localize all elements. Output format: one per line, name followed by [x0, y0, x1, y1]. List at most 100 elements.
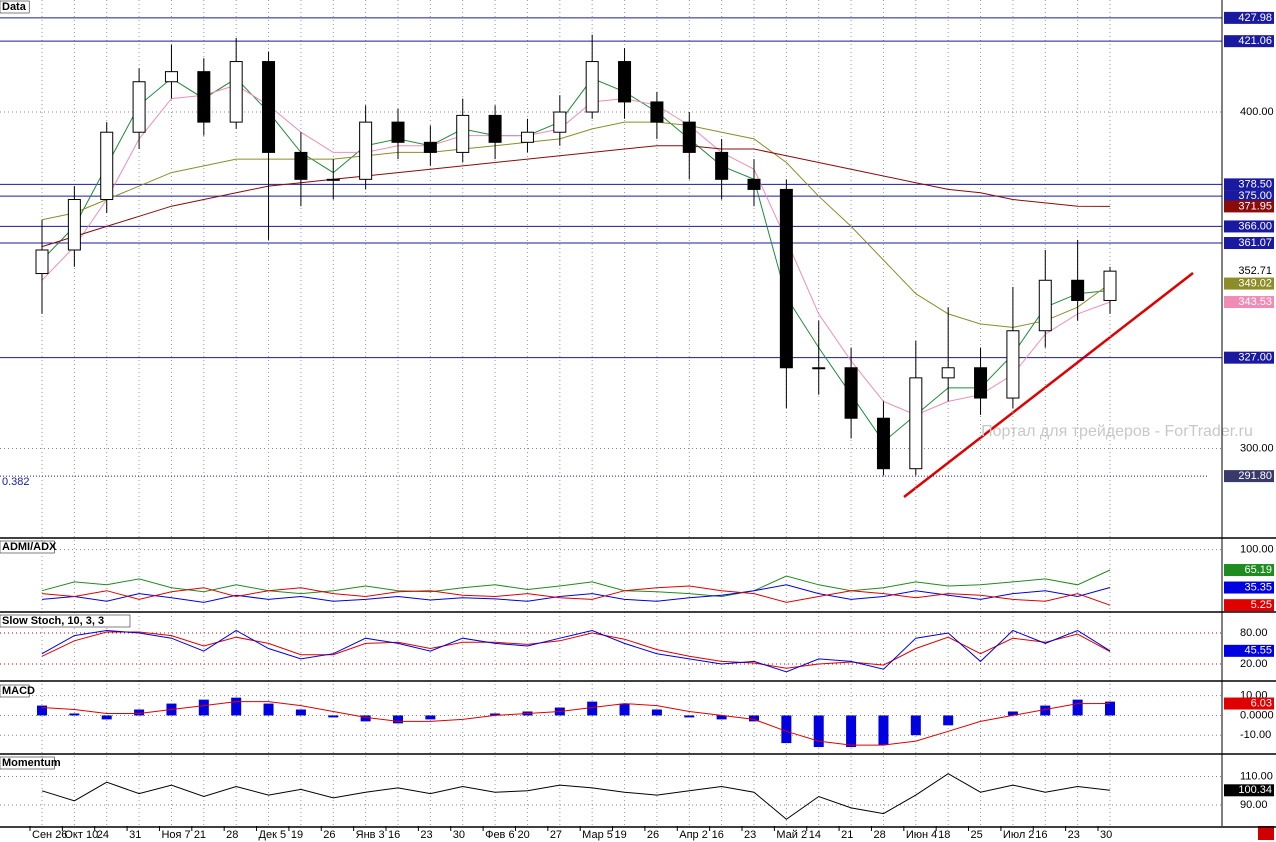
value-tag-box: [1224, 581, 1274, 594]
value-tag: 65.19: [1244, 564, 1272, 576]
value-tag-box: [1224, 265, 1274, 278]
x-tick-label: 23: [744, 829, 756, 841]
x-tick-label: 19: [615, 829, 627, 841]
histogram-bar: [943, 715, 954, 726]
x-tick-label: Май 2: [776, 829, 807, 841]
value-tag: 343.53: [1238, 296, 1272, 308]
histogram-bar: [781, 715, 792, 744]
histogram-bar: [69, 713, 80, 716]
candle-body: [67, 199, 81, 251]
candle-body: [1103, 270, 1117, 301]
y-tick-label: 400.00: [1240, 106, 1274, 118]
value-tag: 100.34: [1238, 784, 1272, 796]
panel-title: Momentum: [2, 757, 61, 769]
indicator-line: [41, 701, 1111, 746]
x-tick-label: Апр 2: [679, 829, 708, 841]
histogram-bar: [878, 715, 889, 746]
value-tag-box: [1224, 470, 1274, 483]
value-tag-box: [1224, 697, 1274, 710]
candle-body: [1038, 279, 1052, 332]
panel-title: Slow Stoch, 10, 3, 3: [2, 615, 104, 627]
panel-title: Data: [2, 1, 27, 13]
candle-body: [35, 249, 49, 275]
candle-body: [1006, 330, 1020, 399]
indicator-line: [41, 585, 1111, 606]
value-tag-box: [1224, 11, 1274, 24]
value-tag: 371.95: [1238, 200, 1272, 212]
histogram-bar: [1072, 699, 1083, 716]
candle-body: [585, 61, 599, 113]
x-tick-label: 30: [453, 829, 465, 841]
indicator-line: [41, 77, 1111, 443]
value-tag: 421.06: [1238, 35, 1272, 47]
x-tick-label: Ноя 7: [161, 829, 190, 841]
x-tick-label: Июл 2: [1003, 829, 1035, 841]
panel-title-bg: [0, 756, 55, 770]
candle-body: [520, 131, 534, 143]
value-tag-box: [1224, 564, 1274, 577]
histogram-bar: [1040, 705, 1051, 716]
candle-body: [294, 151, 308, 180]
candle-body: [844, 367, 858, 419]
x-tick-label: 28: [873, 829, 885, 841]
x-tick-label: Мар 5: [582, 829, 613, 841]
value-tag-box: [1224, 190, 1274, 203]
value-tag-box: [1224, 277, 1274, 290]
value-tag-box: [1224, 599, 1274, 612]
candle-body: [197, 71, 211, 123]
value-tag-box: [1224, 35, 1274, 48]
y-tick-label: 0.0000: [1240, 709, 1274, 721]
candle-body: [164, 71, 178, 83]
candle-body: [715, 151, 729, 180]
candle-body: [876, 417, 890, 470]
value-tag: 427.98: [1238, 12, 1272, 24]
watermark: Портал для трейдеров - ForTrader.ru: [981, 423, 1253, 440]
histogram-bar: [813, 715, 824, 748]
y-tick-label: 90.00: [1240, 799, 1268, 811]
candle-body: [779, 188, 793, 369]
panel-title: MACD: [2, 685, 35, 697]
value-tag: 5.25: [1251, 599, 1272, 611]
candle-body: [262, 61, 276, 153]
x-tick-label: 21: [194, 829, 206, 841]
x-tick-label: Окт 10: [64, 829, 98, 841]
trend-line: [903, 272, 1194, 498]
panel-title: ADMI/ADX: [2, 541, 57, 553]
value-tag: 291.80: [1238, 470, 1272, 482]
candle-body: [488, 114, 502, 143]
histogram-bar: [910, 715, 921, 736]
candle-body: [650, 101, 664, 123]
candle-body: [391, 121, 405, 143]
corner-icon[interactable]: [1258, 826, 1274, 840]
x-tick-label: 16: [1035, 829, 1047, 841]
x-tick-label: 23: [420, 829, 432, 841]
candle-body: [682, 121, 696, 153]
x-tick-label: Дек 5: [259, 829, 287, 841]
candle-body: [1071, 279, 1085, 301]
fib-name: 0.382: [2, 476, 30, 488]
histogram-bar: [198, 699, 209, 716]
value-tag: 378.50: [1238, 178, 1272, 190]
indicator-line: [41, 584, 1111, 603]
x-tick-label: 23: [1068, 829, 1080, 841]
x-tick-label: 27: [550, 829, 562, 841]
indicator-line: [41, 773, 1111, 820]
candle-body: [423, 141, 437, 153]
value-tag-box: [1224, 200, 1274, 213]
x-tick-label: 21: [841, 829, 853, 841]
histogram-bar: [1105, 701, 1115, 716]
indicator-line: [41, 145, 1111, 248]
candle-body: [618, 61, 632, 103]
value-tag-box: [1224, 644, 1274, 657]
value-tag-box: [1224, 296, 1274, 309]
histogram-bar: [846, 715, 857, 748]
candle-body: [456, 114, 470, 153]
candle-body: [100, 131, 114, 201]
x-tick-label: 24: [97, 829, 109, 841]
panel-title-bg: [0, 540, 55, 554]
x-tick-label: 25: [971, 829, 983, 841]
value-tag: 349.02: [1238, 277, 1272, 289]
candle-body: [132, 81, 146, 133]
